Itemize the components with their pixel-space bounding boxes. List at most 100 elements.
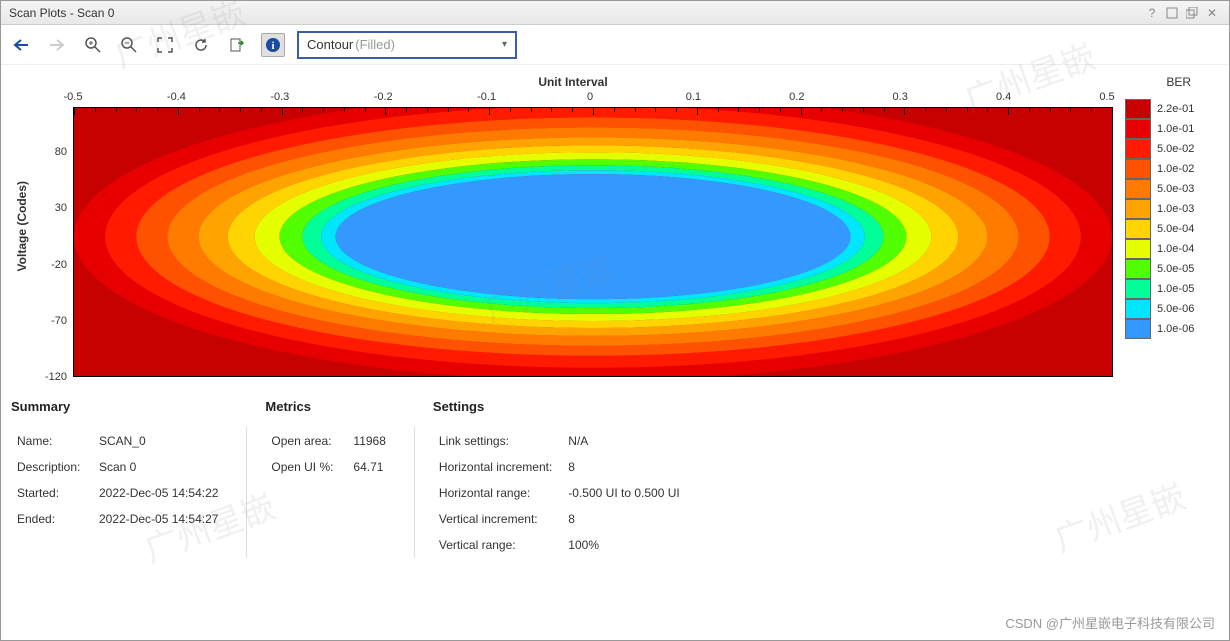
info-key: Vertical increment: — [433, 506, 562, 532]
legend-row: 5.0e-06 — [1125, 299, 1211, 319]
info-button[interactable]: i — [261, 33, 285, 57]
x-tick: 0.4 — [996, 91, 1011, 103]
contour-plot[interactable] — [73, 107, 1113, 377]
info-key: Description: — [11, 454, 93, 480]
info-value: 2022-Dec-05 14:54:22 — [93, 480, 228, 506]
info-row: Started:2022-Dec-05 14:54:22 — [11, 480, 228, 506]
legend-row: 1.0e-06 — [1125, 319, 1211, 339]
y-axis-label: Voltage (Codes) — [11, 181, 33, 271]
x-tick: 0.1 — [686, 91, 701, 103]
info-value: 11968 — [347, 428, 395, 454]
info-key: Open area: — [265, 428, 347, 454]
legend-row: 1.0e-04 — [1125, 239, 1211, 259]
help-icon[interactable]: ? — [1143, 5, 1161, 21]
y-tick: -120 — [45, 371, 67, 383]
legend-label: 1.0e-05 — [1157, 283, 1194, 295]
x-tick: -0.2 — [374, 91, 393, 103]
legend-label: 1.0e-01 — [1157, 123, 1194, 135]
x-tick: 0.3 — [893, 91, 908, 103]
info-row: Vertical range:100% — [433, 532, 690, 558]
legend-row: 5.0e-02 — [1125, 139, 1211, 159]
summary-panel: Summary Name:SCAN_0Description:Scan 0Sta… — [11, 399, 228, 558]
info-value: 64.71 — [347, 454, 395, 480]
legend-swatch — [1125, 199, 1151, 219]
legend-swatch — [1125, 179, 1151, 199]
x-ticks: -0.5-0.4-0.3-0.2-0.100.10.20.30.40.5 — [73, 91, 1107, 107]
legend-title: BER — [1125, 75, 1211, 89]
legend-swatch — [1125, 119, 1151, 139]
maximize-icon[interactable] — [1183, 5, 1201, 21]
info-row: Horizontal range:-0.500 UI to 0.500 UI — [433, 480, 690, 506]
legend-swatch — [1125, 99, 1151, 119]
legend-swatch — [1125, 259, 1151, 279]
minimize-icon[interactable] — [1163, 5, 1181, 21]
window-title: Scan Plots - Scan 0 — [9, 6, 1141, 20]
info-value: 2022-Dec-05 14:54:27 — [93, 506, 228, 532]
legend-label: 2.2e-01 — [1157, 103, 1194, 115]
legend-label: 5.0e-06 — [1157, 303, 1194, 315]
info-row: Vertical increment:8 — [433, 506, 690, 532]
info-value: 100% — [562, 532, 689, 558]
svg-text:i: i — [271, 40, 274, 52]
info-key: Name: — [11, 428, 93, 454]
legend-row: 5.0e-04 — [1125, 219, 1211, 239]
close-icon[interactable]: ✕ — [1203, 5, 1221, 21]
legend-label: 5.0e-04 — [1157, 223, 1194, 235]
legend-row: 2.2e-01 — [1125, 99, 1211, 119]
legend: BER 2.2e-01 1.0e-01 5.0e-02 1.0e-02 5.0e-03 1… — [1125, 75, 1211, 377]
export-button[interactable] — [225, 33, 249, 57]
zoom-in-button[interactable] — [81, 33, 105, 57]
x-tick: 0 — [587, 91, 593, 103]
info-key: Horizontal increment: — [433, 454, 562, 480]
info-row: Ended:2022-Dec-05 14:54:27 — [11, 506, 228, 532]
info-value: SCAN_0 — [93, 428, 228, 454]
titlebar: Scan Plots - Scan 0 ? ✕ — [1, 1, 1229, 25]
info-value: 8 — [562, 454, 689, 480]
dropdown-label-main: Contour — [307, 37, 353, 52]
x-tick: 0.5 — [1099, 91, 1114, 103]
x-tick: -0.4 — [167, 91, 186, 103]
summary-heading: Summary — [11, 399, 228, 414]
fit-button[interactable] — [153, 33, 177, 57]
x-tick: -0.3 — [270, 91, 289, 103]
refresh-button[interactable] — [189, 33, 213, 57]
legend-label: 1.0e-06 — [1157, 323, 1194, 335]
x-tick: -0.5 — [64, 91, 83, 103]
legend-label: 1.0e-04 — [1157, 243, 1194, 255]
legend-swatch — [1125, 159, 1151, 179]
footer-attribution: CSDN @广州星嵌电子科技有限公司 — [1005, 613, 1215, 632]
info-value: Scan 0 — [93, 454, 228, 480]
content: Voltage (Codes) Unit Interval -0.5 -0.4 -0… — [1, 65, 1229, 640]
legend-label: 5.0e-02 — [1157, 143, 1194, 155]
info-row: Link settings:N/A — [433, 428, 690, 454]
x-tick: 0.2 — [789, 91, 804, 103]
info-value: -0.500 UI to 0.500 UI — [562, 480, 689, 506]
legend-row: 5.0e-03 — [1125, 179, 1211, 199]
info-row: Name:SCAN_0 — [11, 428, 228, 454]
chart-area: Voltage (Codes) Unit Interval -0.5 -0.4 -0… — [1, 65, 1229, 385]
info-key: Started: — [11, 480, 93, 506]
dropdown-label-sub: (Filled) — [355, 37, 395, 52]
toolbar: i Contour (Filled) ▾ — [1, 25, 1229, 65]
legend-row: 5.0e-05 — [1125, 259, 1211, 279]
info-value: N/A — [562, 428, 689, 454]
legend-label: 5.0e-03 — [1157, 183, 1194, 195]
x-axis-label: Unit Interval — [33, 75, 1113, 89]
info-key: Ended: — [11, 506, 93, 532]
divider — [414, 427, 415, 558]
legend-row: 1.0e-05 — [1125, 279, 1211, 299]
legend-swatch — [1125, 319, 1151, 339]
back-button[interactable] — [9, 33, 33, 57]
forward-button — [45, 33, 69, 57]
legend-row: 1.0e-01 — [1125, 119, 1211, 139]
info-key: Vertical range: — [433, 532, 562, 558]
y-tick: 80 — [55, 146, 67, 158]
zoom-out-button[interactable] — [117, 33, 141, 57]
y-tick: -70 — [51, 315, 67, 327]
metrics-panel: Metrics Open area:11968Open UI %:64.71 — [265, 399, 395, 558]
metrics-heading: Metrics — [265, 399, 395, 414]
legend-swatch — [1125, 139, 1151, 159]
legend-swatch — [1125, 219, 1151, 239]
plot-type-dropdown[interactable]: Contour (Filled) ▾ — [297, 31, 517, 59]
legend-label: 1.0e-02 — [1157, 163, 1194, 175]
